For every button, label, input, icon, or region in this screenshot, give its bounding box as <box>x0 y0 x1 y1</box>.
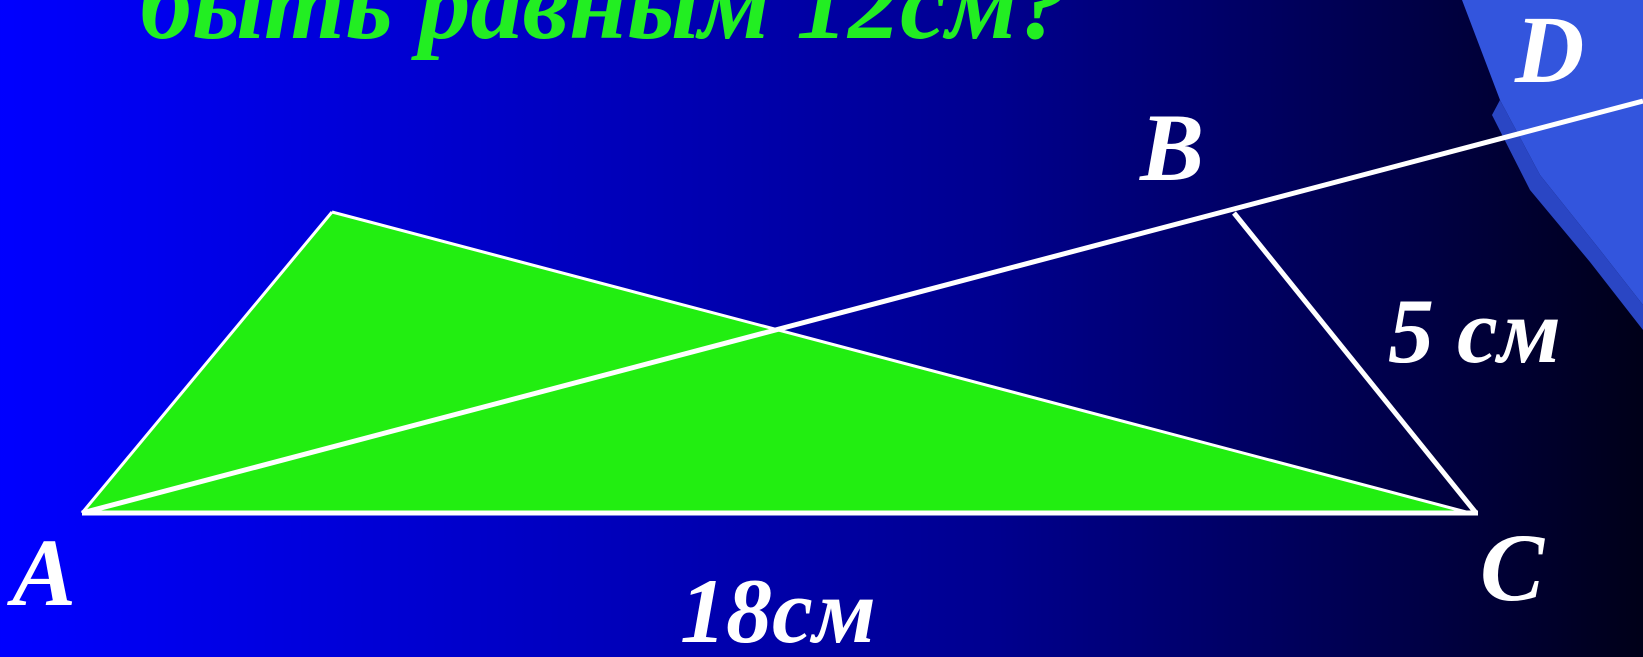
measure-bc-label: 5 см <box>1388 280 1561 382</box>
green-triangle <box>82 212 1470 513</box>
segment-bc <box>1232 211 1478 515</box>
ray-abd <box>81 98 1643 516</box>
measure-ac-label: 18см <box>680 560 876 657</box>
segment-apex-c <box>331 210 1471 515</box>
corner-accent-shape <box>1462 0 1643 305</box>
point-label-b: B <box>1140 94 1205 201</box>
point-label-a: A <box>12 519 77 626</box>
segment-apex-a <box>80 211 334 514</box>
corner-accent-edge <box>1492 100 1643 330</box>
point-label-d: D <box>1515 0 1585 103</box>
slide-title: быть равным 12см? <box>140 0 1070 61</box>
point-label-c: C <box>1480 514 1545 621</box>
